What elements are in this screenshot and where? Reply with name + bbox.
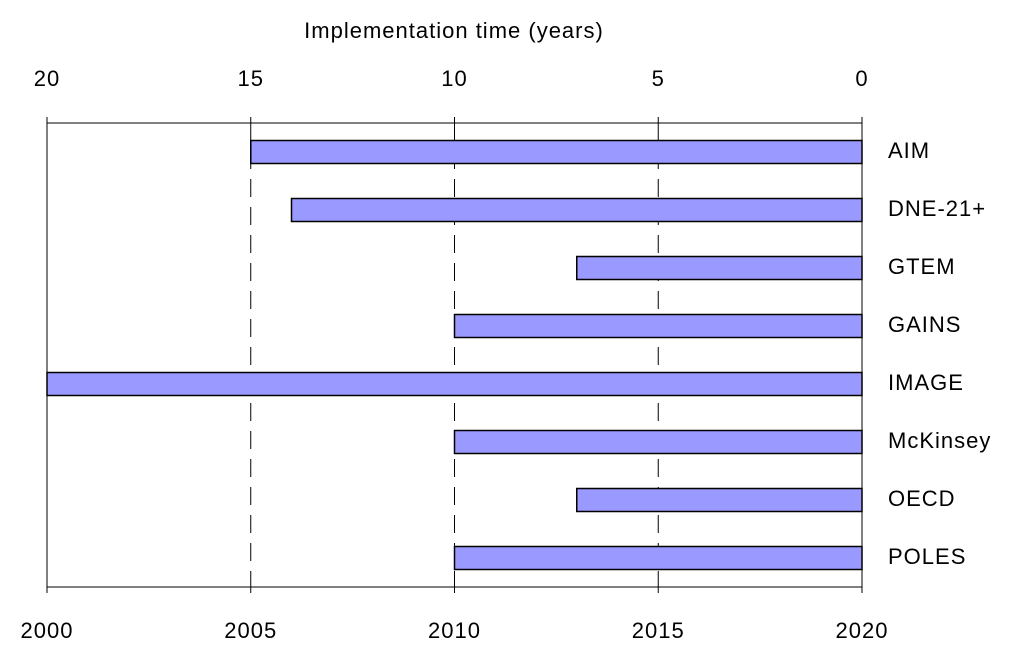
x2-tick-label: 2005 [224, 618, 277, 643]
bar [576, 487, 863, 513]
category-label: POLES [888, 544, 966, 569]
bar [46, 371, 863, 397]
x2-tick-label: 2015 [632, 618, 685, 643]
x2-tick-label: 2020 [836, 618, 889, 643]
category-label: GAINS [888, 312, 961, 337]
x2-tick-label: 2010 [428, 618, 481, 643]
x-tick-label: 0 [855, 66, 868, 91]
category-label: IMAGE [888, 370, 964, 395]
category-label: AIM [888, 138, 930, 163]
bar [250, 139, 863, 165]
x-tick-label: 20 [34, 66, 60, 91]
x-tick-label: 15 [238, 66, 264, 91]
bar [453, 429, 863, 455]
category-label: DNE-21+ [888, 196, 986, 221]
category-label: GTEM [888, 254, 956, 279]
bar [576, 255, 863, 281]
bar [453, 313, 863, 339]
category-label: McKinsey [888, 428, 991, 453]
bar [290, 197, 863, 223]
x-tick-label: 5 [652, 66, 665, 91]
x-tick-label: 10 [441, 66, 467, 91]
bar [453, 545, 863, 571]
x2-tick-label: 2000 [21, 618, 74, 643]
category-label: OECD [888, 486, 956, 511]
axis-title: Implementation time (years) [304, 18, 604, 43]
